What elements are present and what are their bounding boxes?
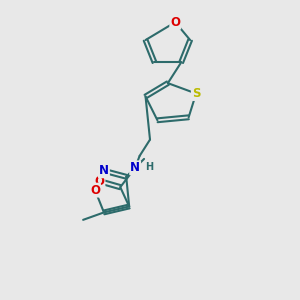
Text: H: H bbox=[145, 162, 153, 172]
Text: O: O bbox=[94, 175, 104, 188]
Text: N: N bbox=[99, 164, 109, 177]
Text: N: N bbox=[130, 161, 140, 174]
Text: O: O bbox=[170, 16, 180, 29]
Text: O: O bbox=[90, 184, 100, 196]
Text: S: S bbox=[192, 87, 200, 100]
